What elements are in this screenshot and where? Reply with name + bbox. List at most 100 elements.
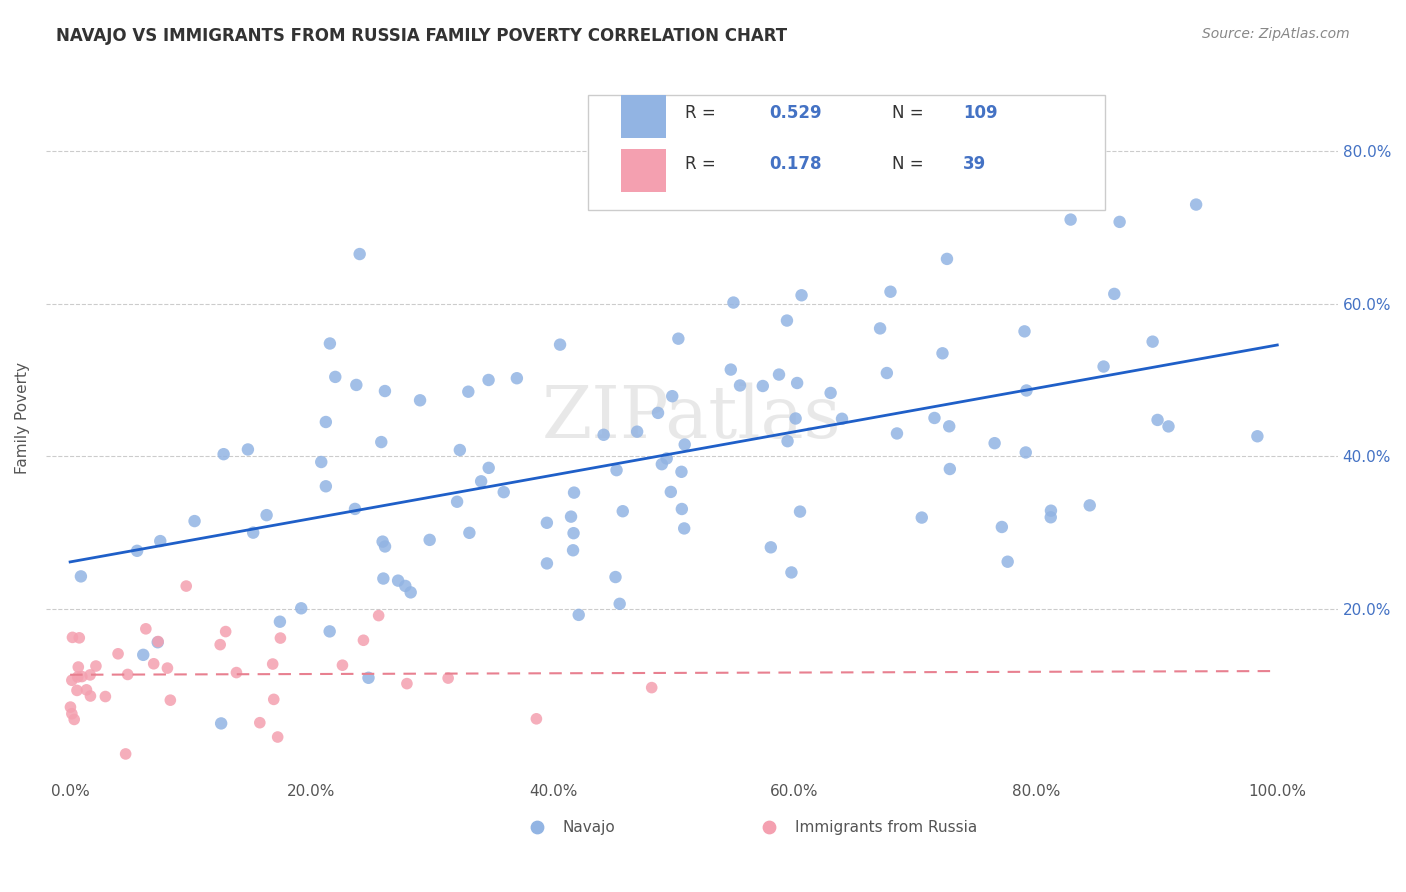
Point xyxy=(671,465,693,479)
Point xyxy=(647,406,669,420)
Point xyxy=(1157,419,1180,434)
Point xyxy=(67,660,90,674)
Point xyxy=(735,808,758,822)
Text: 0.178: 0.178 xyxy=(769,154,821,172)
Point xyxy=(651,457,673,471)
Point xyxy=(478,461,501,475)
Point xyxy=(720,362,742,376)
Point xyxy=(394,579,416,593)
FancyBboxPatch shape xyxy=(589,95,1105,211)
Point xyxy=(612,504,634,518)
Point xyxy=(60,706,83,721)
Point xyxy=(225,665,247,680)
Point xyxy=(659,484,682,499)
Point xyxy=(159,693,181,707)
Point xyxy=(641,681,664,695)
Point xyxy=(1108,215,1130,229)
Point xyxy=(215,624,238,639)
Point xyxy=(59,700,82,714)
Point xyxy=(526,712,548,726)
Text: N =: N = xyxy=(891,104,924,122)
Point xyxy=(209,638,232,652)
Point xyxy=(146,634,169,648)
Point xyxy=(477,373,499,387)
Point xyxy=(236,442,259,457)
Point xyxy=(449,443,471,458)
Point xyxy=(62,631,84,645)
Point xyxy=(79,689,101,703)
Text: 109: 109 xyxy=(963,104,998,122)
Point xyxy=(437,671,460,685)
Point xyxy=(1142,334,1164,349)
Point xyxy=(1015,445,1038,459)
Point xyxy=(938,419,960,434)
Point xyxy=(562,485,585,500)
Point xyxy=(343,502,366,516)
Point xyxy=(367,608,389,623)
Point xyxy=(371,534,394,549)
Point xyxy=(768,368,790,382)
Text: 0.529: 0.529 xyxy=(769,104,823,122)
Point xyxy=(606,463,628,477)
Point xyxy=(357,671,380,685)
Point xyxy=(536,557,558,571)
Point xyxy=(242,525,264,540)
Point xyxy=(457,384,479,399)
Point xyxy=(592,427,614,442)
Point xyxy=(349,247,371,261)
Text: ZIPatlas: ZIPatlas xyxy=(541,383,842,453)
Point xyxy=(936,252,959,266)
Point xyxy=(127,544,149,558)
Text: Navajo: Navajo xyxy=(562,820,616,835)
Point xyxy=(673,437,696,451)
Point xyxy=(79,668,101,682)
Point xyxy=(911,510,934,524)
Point xyxy=(869,321,891,335)
Point xyxy=(1146,413,1168,427)
FancyBboxPatch shape xyxy=(621,95,666,138)
Point xyxy=(446,494,468,508)
Point xyxy=(209,716,232,731)
Point xyxy=(63,713,86,727)
Point xyxy=(174,579,197,593)
Point xyxy=(997,555,1019,569)
Point xyxy=(458,525,481,540)
Point xyxy=(1092,359,1115,374)
Point xyxy=(820,386,842,401)
Point xyxy=(70,669,93,683)
Point xyxy=(84,659,107,673)
Point xyxy=(1039,510,1062,524)
Point xyxy=(939,462,962,476)
Point xyxy=(319,336,342,351)
Point xyxy=(419,533,441,547)
Point xyxy=(70,569,93,583)
Text: NAVAJO VS IMMIGRANTS FROM RUSSIA FAMILY POVERTY CORRELATION CHART: NAVAJO VS IMMIGRANTS FROM RUSSIA FAMILY … xyxy=(56,27,787,45)
Point xyxy=(1078,499,1101,513)
Point xyxy=(1246,429,1268,443)
Point xyxy=(879,285,901,299)
Point xyxy=(517,808,540,822)
Text: Source: ZipAtlas.com: Source: ZipAtlas.com xyxy=(1202,27,1350,41)
Text: 39: 39 xyxy=(963,154,986,172)
Point xyxy=(142,657,165,671)
Point xyxy=(780,566,803,580)
Point xyxy=(370,435,392,450)
Point xyxy=(315,415,337,429)
Point xyxy=(60,673,83,688)
Point xyxy=(759,541,782,555)
Point xyxy=(776,434,799,449)
Point xyxy=(374,384,396,398)
Point xyxy=(789,505,811,519)
Point xyxy=(76,682,98,697)
Point xyxy=(991,520,1014,534)
FancyBboxPatch shape xyxy=(621,149,666,193)
Point xyxy=(536,516,558,530)
Point xyxy=(886,426,908,441)
Point xyxy=(262,657,284,671)
Point xyxy=(107,647,129,661)
Y-axis label: Family Poverty: Family Poverty xyxy=(15,362,30,475)
Point xyxy=(249,715,271,730)
Point xyxy=(1104,286,1126,301)
Point xyxy=(263,692,285,706)
Point xyxy=(66,670,89,684)
